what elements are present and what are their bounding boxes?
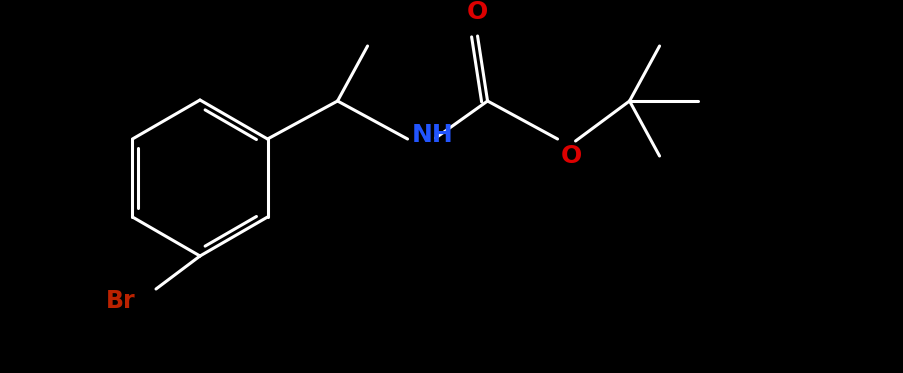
- Text: NH: NH: [411, 123, 452, 147]
- Text: O: O: [560, 144, 582, 168]
- Text: O: O: [467, 0, 488, 24]
- Text: Br: Br: [107, 289, 135, 313]
